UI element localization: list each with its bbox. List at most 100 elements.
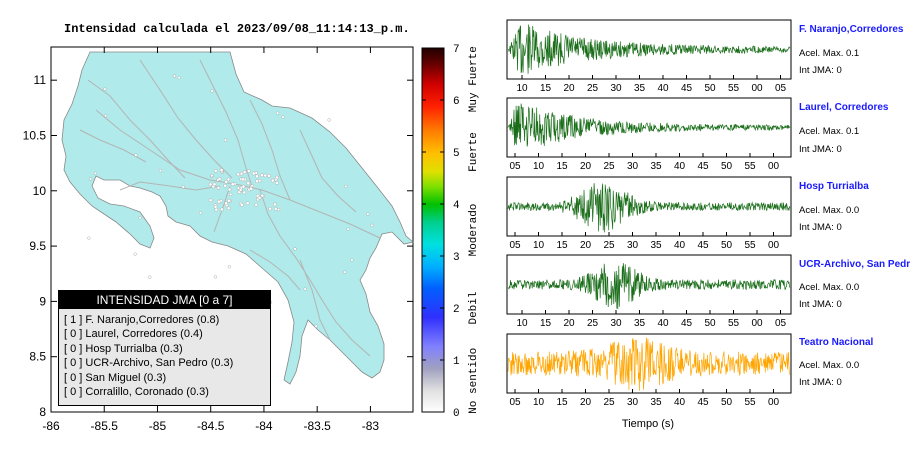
seismogram-panel: 05 10 15 20 25 30 35 40 45 50 55 00 [506,97,792,172]
time-tick-label: 05 [509,397,521,408]
time-tick-label: 50 [704,83,716,94]
time-tick-label: 00 [768,397,780,408]
station-dot [247,169,251,173]
station-dot [327,118,331,122]
station-dot [277,208,281,212]
station-dot [210,89,214,93]
station-dot [275,181,279,185]
y-tick-label: 9 [39,294,46,308]
station-dot [227,187,232,192]
x-tick-label: -84 [255,419,273,433]
station-dot [177,76,181,80]
station-dot [208,198,213,203]
station-dot [293,247,297,251]
station-dot [366,212,370,216]
time-tick-label: 10 [533,240,545,251]
station-dot [181,185,185,189]
x-tick-label: -85 [149,419,167,433]
time-tick-label: 05 [509,161,521,172]
station-dot [346,227,350,231]
station-dot [172,74,177,78]
station-dot [273,202,277,207]
station-dot [148,275,152,279]
y-tick-label: 10.5 [23,128,47,142]
seismogram-panel: 05 10 15 20 25 30 35 40 45 50 55 00 [506,333,792,408]
y-tick-label: 8.5 [29,350,46,364]
time-tick-label: 25 [603,397,615,408]
station-dot [103,114,108,118]
station-dot [267,174,271,178]
waveform-trace [507,103,791,147]
time-tick-label: 35 [650,397,662,408]
time-tick-label: 30 [627,161,639,172]
station-dot [213,169,218,173]
station-name: Laurel, Corredores [799,102,889,113]
station-dot [268,206,272,211]
land-shape [61,51,414,385]
station-dot [216,185,221,190]
station-dot [133,252,137,256]
time-tick-label: 25 [603,240,615,251]
time-tick-label: 40 [657,318,669,329]
station-name: Hosp Turrialba [799,181,869,192]
station-name: F. Naranjo,Corredores [799,24,904,35]
station-dot [343,270,347,274]
time-tick-label: 50 [721,161,733,172]
time-tick-label: 55 [744,161,756,172]
time-tick-label: 50 [704,318,716,329]
time-tick-label: 15 [556,397,568,408]
time-tick-label: 35 [650,161,662,172]
station-dot [239,171,244,176]
x-tick-label: -86 [42,419,60,433]
road-network [79,59,381,357]
time-tick-label: 25 [587,318,599,329]
time-tick-label: 15 [540,318,552,329]
time-tick-label: 10 [533,397,545,408]
station-dot [258,179,262,183]
station-acel: Acel. Max. 0.0 [799,360,860,371]
station-dot [138,216,142,220]
time-tick-label: 50 [721,397,733,408]
time-tick-label: 35 [634,83,646,94]
station-dot [199,211,203,215]
legend-item: [ 0 ] San Miguel (0.3) [64,371,167,384]
y-tick-label: 10 [33,184,47,198]
station-dot [350,258,354,262]
station-dot [246,181,251,186]
y-tick-label: 11 [34,73,47,87]
x-tick-label: -83.5 [303,419,331,433]
station-acel: Acel. Max. 0.0 [799,282,860,293]
station-dot [281,115,285,119]
station-dot [236,172,241,177]
time-tick-label: 00 [751,318,763,329]
station-dot [212,182,217,187]
station-dot [227,198,231,203]
station-acel: Acel. Max. 0.1 [799,126,860,137]
station-dot [344,184,348,188]
station-dot [370,223,374,227]
time-tick-label: 35 [634,318,646,329]
station-dot [242,190,247,195]
time-tick-label: 25 [587,83,599,94]
time-tick-label: 10 [516,318,528,329]
time-tick-label: 20 [580,240,592,251]
time-tick-label: 20 [563,83,575,94]
intensity-legend: INTENSIDAD JMA [0 a 7] [ 1 ] F. Naranjo,… [58,290,271,406]
time-tick-label: 40 [674,397,686,408]
time-tick-label: 55 [744,240,756,251]
station-dot [260,193,265,198]
time-tick-label: 30 [610,83,622,94]
station-dot [270,178,275,183]
station-dot [245,201,250,206]
station-dot [217,177,222,181]
time-tick-label: 00 [751,83,763,94]
y-tick-label: 8 [39,405,46,419]
station-dot [224,201,228,206]
time-tick-label: 00 [768,240,780,251]
time-tick-label: 55 [744,397,756,408]
station-int: Int JMA: 0 [799,144,842,155]
station-dot [134,153,138,157]
station-acel: Acel. Max. 0.0 [799,205,860,216]
station-dot [255,174,259,179]
station-dot [241,177,245,182]
